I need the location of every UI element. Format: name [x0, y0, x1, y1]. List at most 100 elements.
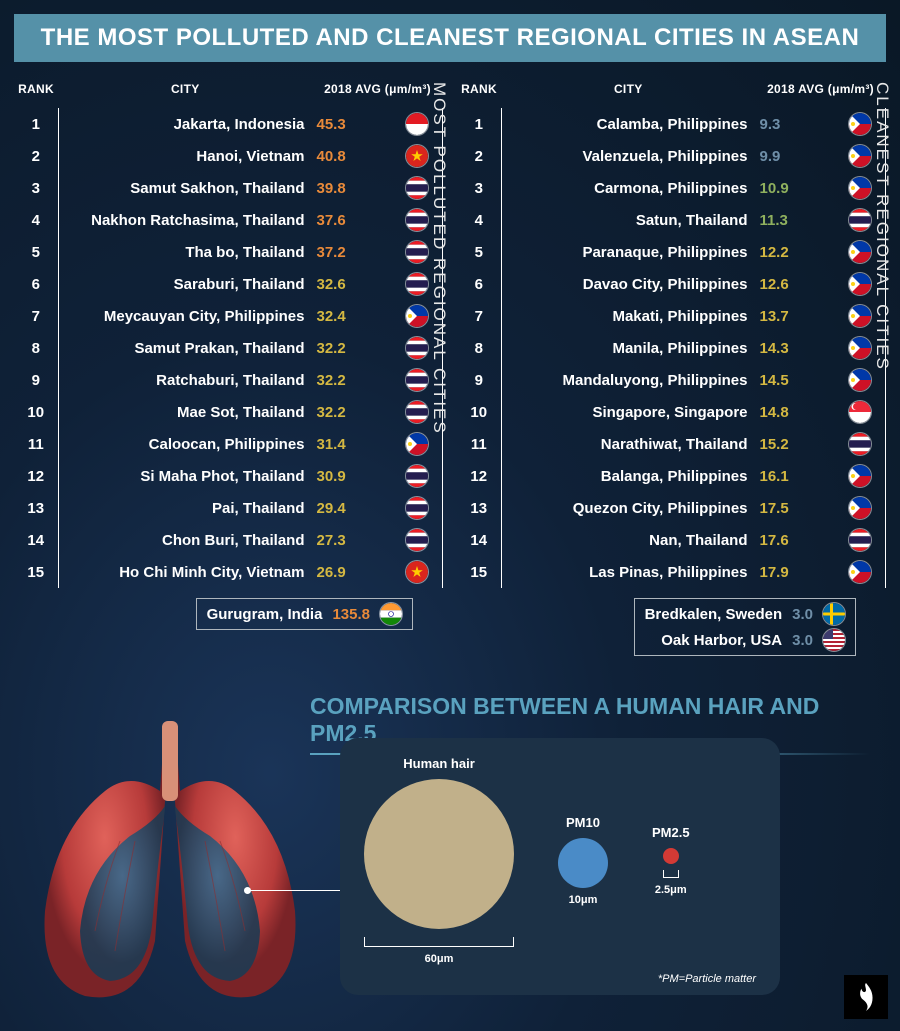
extras-box: Gurugram, India 135.8 — [196, 598, 413, 630]
rank-cell: 7 — [14, 300, 58, 332]
city-cell: Jakarta, Indonesia — [58, 108, 313, 140]
rank-cell: 3 — [14, 172, 58, 204]
rank-cell: 8 — [14, 332, 58, 364]
table-row: 5 Tha bo, Thailand 37.2 — [14, 236, 443, 268]
flag-icon — [406, 529, 428, 551]
city-cell: Balanga, Philippines — [501, 460, 756, 492]
extras-box: Bredkalen, Sweden 3.0 Oak Harbor, USA 3.… — [634, 598, 856, 656]
value-cell: 39.8 — [313, 172, 392, 204]
flag-icon — [823, 629, 845, 651]
flag-cell — [392, 524, 443, 556]
rank-cell: 13 — [14, 492, 58, 524]
pm10-measure: 10μm — [569, 894, 598, 906]
city-cell: Meycauyan City, Philippines — [58, 300, 313, 332]
polluted-extras: Gurugram, India 135.8 — [14, 598, 443, 630]
value-cell: 37.2 — [313, 236, 392, 268]
flag-icon — [849, 369, 871, 391]
flag-cell — [835, 524, 886, 556]
extra-value: 135.8 — [332, 606, 370, 623]
flag-cell — [835, 428, 886, 460]
value-cell: 32.2 — [313, 396, 392, 428]
rank-cell: 15 — [457, 556, 501, 588]
city-cell: Calamba, Philippines — [501, 108, 756, 140]
table-row: 2 Valenzuela, Philippines 9.9 — [457, 140, 886, 172]
rank-cell: 8 — [457, 332, 501, 364]
table-row: 11 Narathiwat, Thailand 15.2 — [457, 428, 886, 460]
table-row: 9 Mandaluyong, Philippines 14.5 — [457, 364, 886, 396]
flag-icon — [406, 433, 428, 455]
value-cell: 32.6 — [313, 268, 392, 300]
rank-cell: 15 — [14, 556, 58, 588]
pm25-measure: 2.5μm — [655, 884, 687, 896]
rank-cell: 5 — [457, 236, 501, 268]
value-cell: 31.4 — [313, 428, 392, 460]
comparison-section: COMPARISON BETWEEN A HUMAN HAIR AND PM2.… — [0, 711, 900, 1031]
table-row: 8 Samut Prakan, Thailand 32.2 — [14, 332, 443, 364]
city-cell: Saraburi, Thailand — [58, 268, 313, 300]
flag-icon — [406, 305, 428, 327]
value-cell: 15.2 — [756, 428, 835, 460]
value-cell: 45.3 — [313, 108, 392, 140]
flag-icon — [406, 465, 428, 487]
table-row: 8 Manila, Philippines 14.3 — [457, 332, 886, 364]
rank-cell: 11 — [457, 428, 501, 460]
city-cell: Makati, Philippines — [501, 300, 756, 332]
table-row: 5 Paranaque, Philippines 12.2 — [457, 236, 886, 268]
rank-cell: 7 — [457, 300, 501, 332]
city-cell: Pai, Thailand — [58, 492, 313, 524]
table-row: 1 Jakarta, Indonesia 45.3 — [14, 108, 443, 140]
value-cell: 32.2 — [313, 332, 392, 364]
flag-cell — [392, 556, 443, 588]
table-row: 13 Pai, Thailand 29.4 — [14, 492, 443, 524]
value-cell: 37.6 — [313, 204, 392, 236]
flag-icon — [406, 177, 428, 199]
city-cell: Las Pinas, Philippines — [501, 556, 756, 588]
rank-cell: 3 — [457, 172, 501, 204]
pm10-item: PM10 10μm — [558, 815, 608, 906]
rank-cell: 12 — [457, 460, 501, 492]
flag-icon — [849, 433, 871, 455]
pm10-circle-icon — [558, 838, 608, 888]
rank-cell: 4 — [14, 204, 58, 236]
city-cell: Mae Sot, Thailand — [58, 396, 313, 428]
table-row: 15 Ho Chi Minh City, Vietnam 26.9 — [14, 556, 443, 588]
rank-cell: 2 — [14, 140, 58, 172]
cleanest-table: RANK CITY 2018 AVG (μm/m³) 1 Calamba, Ph… — [457, 76, 886, 588]
tables-container: MOST POLLUTED REGIONAL CITIES RANK CITY … — [0, 76, 900, 656]
rank-cell: 14 — [14, 524, 58, 556]
flag-icon — [849, 337, 871, 359]
value-cell: 14.3 — [756, 332, 835, 364]
extra-city: Bredkalen, Sweden — [645, 606, 783, 623]
extra-city: Oak Harbor, USA — [661, 632, 782, 649]
value-cell: 17.6 — [756, 524, 835, 556]
table-row: 7 Meycauyan City, Philippines 32.4 — [14, 300, 443, 332]
value-cell: 32.4 — [313, 300, 392, 332]
city-cell: Tha bo, Thailand — [58, 236, 313, 268]
value-cell: 16.1 — [756, 460, 835, 492]
city-cell: Manila, Philippines — [501, 332, 756, 364]
flag-icon — [406, 337, 428, 359]
table-row: 14 Chon Buri, Thailand 27.3 — [14, 524, 443, 556]
city-cell: Si Maha Phot, Thailand — [58, 460, 313, 492]
city-cell: Mandaluyong, Philippines — [501, 364, 756, 396]
table-row: 12 Balanga, Philippines 16.1 — [457, 460, 886, 492]
city-cell: Narathiwat, Thailand — [501, 428, 756, 460]
extra-row: Gurugram, India 135.8 — [207, 603, 402, 625]
polluted-table-block: MOST POLLUTED REGIONAL CITIES RANK CITY … — [14, 76, 443, 656]
pm25-label: PM2.5 — [652, 825, 690, 840]
flag-icon — [406, 561, 428, 583]
table-row: 2 Hanoi, Vietnam 40.8 — [14, 140, 443, 172]
table-row: 3 Samut Sakhon, Thailand 39.8 — [14, 172, 443, 204]
city-cell: Ratchaburi, Thailand — [58, 364, 313, 396]
flag-icon — [849, 529, 871, 551]
cleanest-table-block: CLEANEST REGIONAL CITIES RANK CITY 2018 … — [457, 76, 886, 656]
pm10-label: PM10 — [566, 815, 600, 830]
hair-bracket — [364, 937, 514, 947]
table-row: 15 Las Pinas, Philippines 17.9 — [457, 556, 886, 588]
flag-icon — [406, 273, 428, 295]
value-cell: 11.3 — [756, 204, 835, 236]
flag-icon — [406, 113, 428, 135]
table-row: 4 Nakhon Ratchasima, Thailand 37.6 — [14, 204, 443, 236]
rank-cell: 5 — [14, 236, 58, 268]
comparison-panel: Human hair 60μm PM10 10μm PM2.5 2.5μm *P… — [340, 738, 780, 995]
